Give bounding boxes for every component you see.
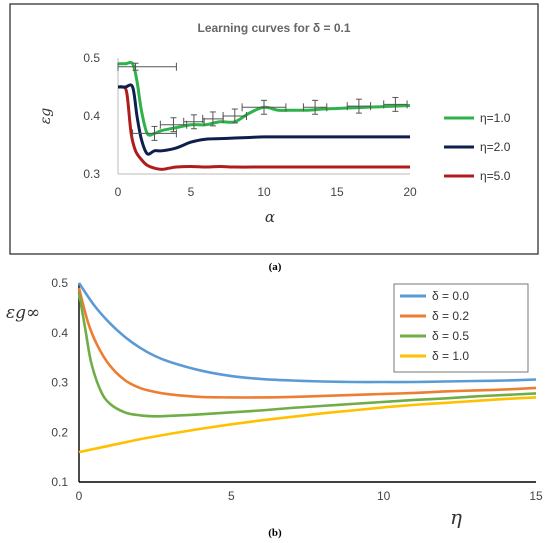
panel-a-legend-label: η=5.0: [480, 169, 511, 183]
panel-b-y-tick-label: 0.2: [51, 425, 68, 439]
panel-b-series-line: [77, 282, 537, 384]
panel-a-error-bar: [346, 98, 372, 114]
panel-b-legend-label: δ = 0.0: [432, 289, 469, 303]
panel-a-series-line: [118, 83, 410, 156]
panel-a-x-tick-label: 5: [188, 185, 195, 199]
panel-a-legend-label: η=1.0: [480, 111, 511, 125]
panel-b-legend-label: δ = 0.5: [432, 329, 469, 343]
panel-a-x-axis-label: α: [265, 208, 275, 226]
panel-b-y-tick-label: 0.4: [51, 326, 68, 340]
panel-b-x-tick-label: 0: [76, 489, 83, 503]
panel-b-legend-label: δ = 1.0: [432, 349, 469, 363]
panel-a-x-tick-label: 20: [403, 185, 417, 199]
panel-b-legend-label: δ = 0.2: [432, 309, 469, 323]
panel-b-label: (b): [268, 527, 282, 539]
panel-a-error-bar: [302, 99, 328, 115]
panel-a-error-bar: [383, 96, 408, 112]
panel-a-label: (a): [269, 261, 282, 273]
panel-a-error-bar: [241, 99, 287, 115]
panel-b-plot: [77, 282, 537, 454]
panel-a-y-tick-label: 0.4: [83, 109, 100, 123]
panel-a-error-bar: [222, 108, 247, 124]
panel-a-y-tick-label: 0.3: [83, 167, 100, 181]
panel-a-series-line: [117, 85, 410, 171]
panel-b-y-tick-label: 0.1: [51, 475, 68, 489]
panel-a-error-bar: [132, 125, 177, 141]
panel-a-error-bar: [159, 117, 188, 133]
panel-a-plot: [117, 61, 411, 171]
panel-a-frame: [9, 3, 539, 255]
panel-a-legend-label: η=2.0: [480, 140, 511, 154]
panel-b-x-tick-label: 15: [529, 489, 543, 503]
panel-a-x-tick-label: 0: [115, 185, 122, 199]
panel-a-error-bar: [183, 114, 205, 130]
panel-a-axes: 0 5 10 15 20 0.3 0.4 0.5 α εg: [38, 51, 417, 226]
panel-b-series-line: [77, 292, 537, 418]
panel-b-y-tick-label: 0.5: [51, 276, 68, 290]
panel-b-y-tick-label: 0.3: [51, 376, 68, 390]
panel-b-x-tick-label: 10: [377, 489, 391, 503]
panel-b-x-tick-label: 5: [228, 489, 235, 503]
panel-a-title: Learning curves for δ = 0.1: [198, 21, 351, 35]
panel-a-y-tick-label: 0.5: [83, 51, 100, 65]
panel-b-axes: 0 5 10 15 0.1 0.2 0.3 0.4 0.5 η εg∞: [6, 276, 543, 529]
panel-a-x-tick-label: 10: [257, 185, 271, 199]
panel-a-legend: η=1.0 η=2.0 η=5.0: [444, 111, 511, 183]
panel-b-series-line: [78, 396, 537, 454]
panel-b-y-axis-label: εg∞: [6, 303, 40, 323]
panel-a-error-bar: [117, 62, 177, 71]
panel-b-x-axis-label: η: [450, 505, 462, 529]
panel-b-series-line: [77, 287, 537, 399]
panel-a-y-axis-label: εg: [38, 108, 54, 125]
panel-b-legend: δ = 0.0 δ = 0.2 δ = 0.5 δ = 1.0: [393, 283, 529, 373]
panel-a-x-tick-label: 15: [330, 185, 344, 199]
